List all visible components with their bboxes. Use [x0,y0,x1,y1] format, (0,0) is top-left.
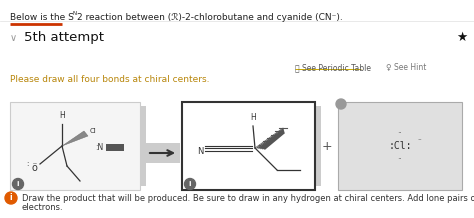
Text: Draw the product that will be produced. Be sure to draw in any hydrogen at chira: Draw the product that will be produced. … [22,194,474,203]
Text: i: i [9,194,12,203]
Text: N: N [197,146,203,155]
Circle shape [5,192,17,204]
Bar [315,106,321,186]
Text: ··: ·· [398,155,402,164]
Bar [182,102,315,190]
Bar [10,102,140,190]
Text: i: i [17,181,19,187]
Text: 5th attempt: 5th attempt [24,31,104,44]
Text: Below is the S: Below is the S [10,13,74,22]
Bar [338,102,462,190]
Text: :N: :N [95,143,103,153]
Text: Please draw all four bonds at chiral centers.: Please draw all four bonds at chiral cen… [10,75,210,84]
Text: 2 reaction between (ℛ)-2-chlorobutane and cyanide (CN⁻).: 2 reaction between (ℛ)-2-chlorobutane an… [77,13,343,22]
Text: ⨆ See Periodic Table: ⨆ See Periodic Table [295,63,371,72]
Circle shape [336,99,346,109]
Text: ∨: ∨ [10,33,17,43]
Circle shape [184,179,195,189]
Text: ♀ See Hint: ♀ See Hint [386,63,427,72]
Circle shape [12,179,24,189]
Text: :: : [26,161,28,167]
Polygon shape [62,131,88,146]
Text: H: H [250,113,256,122]
Bar [145,143,180,163]
Text: ⁻: ⁻ [418,138,422,144]
Text: H: H [59,111,65,120]
Text: :Cl:: :Cl: [388,141,412,151]
Text: ★: ★ [456,31,468,44]
Text: Cl: Cl [90,128,97,134]
Text: ö: ö [31,163,37,173]
Text: N: N [73,11,77,16]
Bar [140,106,146,186]
Text: electrons.: electrons. [22,203,64,212]
Text: +: + [322,140,332,153]
Bar [106,144,124,151]
Text: i: i [189,181,191,187]
Text: ··: ·· [398,129,402,138]
